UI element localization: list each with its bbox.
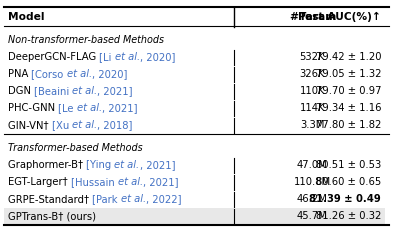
Text: GIN-VN†: GIN-VN† (8, 120, 51, 130)
Text: Non-transformer-based Methods: Non-transformer-based Methods (8, 35, 164, 45)
Text: [Beaini: [Beaini (34, 86, 72, 96)
Text: [Ying: [Ying (86, 160, 114, 170)
Text: EGT-Larger†: EGT-Larger† (8, 177, 71, 187)
Text: GPTrans-B† (ours): GPTrans-B† (ours) (8, 211, 96, 221)
Text: 79.34 ± 1.16: 79.34 ± 1.16 (316, 103, 381, 113)
Text: GRPE-Standard†: GRPE-Standard† (8, 194, 92, 204)
Text: 81.26 ± 0.32: 81.26 ± 0.32 (316, 211, 381, 221)
Text: 79.05 ± 1.32: 79.05 ± 1.32 (316, 69, 381, 79)
Text: , 2018]: , 2018] (97, 120, 132, 130)
Text: 81.39 ± 0.49: 81.39 ± 0.49 (309, 194, 381, 204)
Text: et al.: et al. (77, 103, 102, 113)
Text: , 2022]: , 2022] (146, 194, 181, 204)
Text: Graphormer-B†: Graphormer-B† (8, 160, 86, 170)
Text: [Xu: [Xu (51, 120, 72, 130)
Text: 46.2M: 46.2M (297, 194, 328, 204)
Text: et al.: et al. (72, 86, 97, 96)
Text: Model: Model (8, 12, 44, 22)
Text: [Park: [Park (92, 194, 121, 204)
Text: [Li: [Li (99, 52, 115, 62)
Text: 80.51 ± 0.53: 80.51 ± 0.53 (316, 160, 381, 170)
Text: 45.7M: 45.7M (297, 211, 328, 221)
Text: 79.70 ± 0.97: 79.70 ± 0.97 (316, 86, 381, 96)
Text: DGN: DGN (8, 86, 34, 96)
Text: 326K: 326K (300, 69, 325, 79)
Text: , 2021]: , 2021] (143, 177, 178, 187)
Text: 114K: 114K (300, 103, 325, 113)
Text: , 2021]: , 2021] (140, 160, 175, 170)
Text: 80.60 ± 0.65: 80.60 ± 0.65 (316, 177, 381, 187)
Text: Transformer-based Methods: Transformer-based Methods (8, 143, 143, 153)
Text: #Param: #Param (289, 12, 336, 22)
Text: et al.: et al. (67, 69, 92, 79)
Text: et al.: et al. (118, 177, 143, 187)
Text: et al.: et al. (121, 194, 146, 204)
Text: 110K: 110K (300, 86, 325, 96)
Text: et al.: et al. (72, 120, 97, 130)
Text: [Hussain: [Hussain (71, 177, 118, 187)
Text: Test AUC(%)↑: Test AUC(%)↑ (299, 12, 381, 22)
Text: PHC-GNN: PHC-GNN (8, 103, 58, 113)
Text: [Corso: [Corso (31, 69, 67, 79)
Text: PNA: PNA (8, 69, 31, 79)
Text: DeeperGCN-FLAG: DeeperGCN-FLAG (8, 52, 99, 62)
Text: 47.0M: 47.0M (297, 160, 328, 170)
Text: , 2020]: , 2020] (140, 52, 175, 62)
Text: [Le: [Le (58, 103, 77, 113)
Text: , 2021]: , 2021] (102, 103, 138, 113)
Text: , 2020]: , 2020] (92, 69, 127, 79)
Text: , 2021]: , 2021] (97, 86, 133, 96)
Text: et al.: et al. (114, 160, 140, 170)
Text: 79.42 ± 1.20: 79.42 ± 1.20 (316, 52, 381, 62)
Text: 77.80 ± 1.82: 77.80 ± 1.82 (316, 120, 381, 130)
Text: 532K: 532K (300, 52, 325, 62)
Text: 3.3M: 3.3M (300, 120, 325, 130)
FancyBboxPatch shape (4, 208, 385, 224)
Text: 110.8M: 110.8M (294, 177, 331, 187)
Text: et al.: et al. (115, 52, 140, 62)
